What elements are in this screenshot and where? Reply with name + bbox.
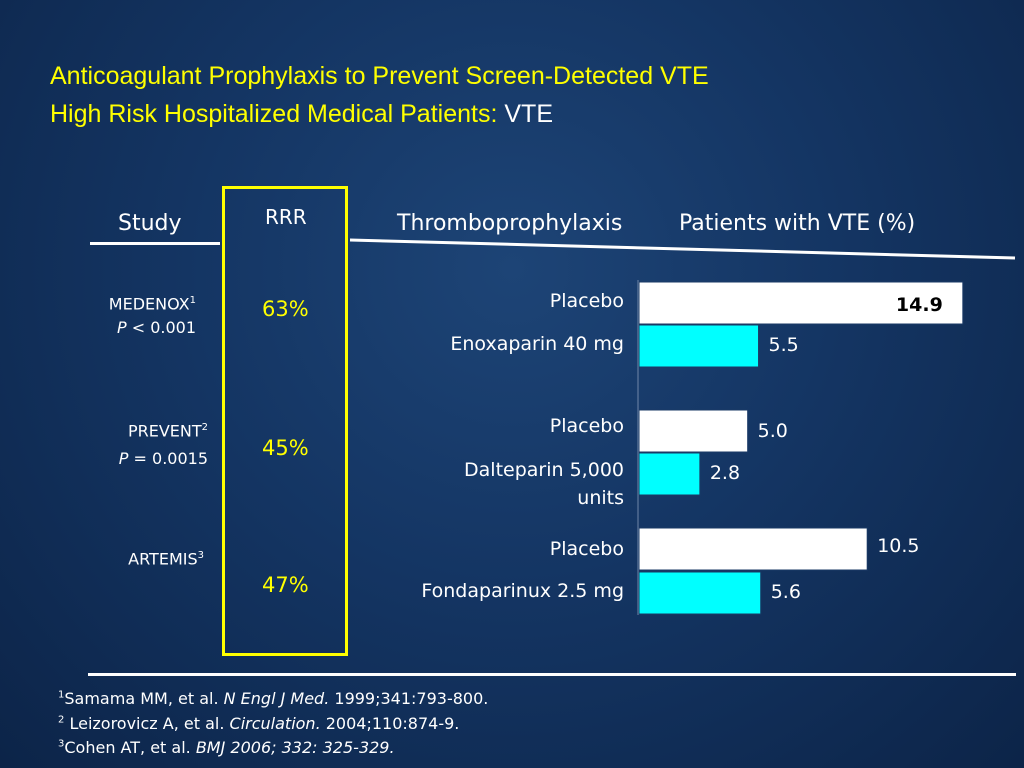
bar-label-artemis-placebo: Placebo — [549, 538, 624, 560]
rrr-value-artemis: 47% — [262, 573, 309, 597]
header-study: Study — [118, 211, 182, 236]
footer-rule — [88, 673, 1016, 676]
rrr-value-medenox: 63% — [262, 297, 309, 321]
header-thromboprophylaxis: Thromboprophylaxis — [397, 211, 623, 236]
bar-fondaparinux — [638, 571, 762, 615]
bar-label-dalteparin: Dalteparin 5,000 units — [464, 459, 624, 509]
bar-value-artemis-placebo: 10.5 — [877, 535, 919, 557]
bar-value-dalteparin: 2.8 — [710, 462, 740, 484]
bar-artemis-placebo — [638, 527, 868, 571]
title-line-2-yellow: High Risk Hospitalized Medical Patients: — [50, 100, 498, 128]
reference-3: 3Cohen AT, et al. BMJ 2006; 332: 325-329… — [58, 738, 395, 757]
header-patients-vte: Patients with VTE (%) — [679, 211, 916, 236]
study-prevent-name: PREVENT2 — [127, 421, 208, 441]
bar-label-fondaparinux: Fondaparinux 2.5 mg — [421, 580, 624, 602]
bar-dalteparin — [638, 452, 701, 496]
title-line-2: High Risk Hospitalized Medical Patients:… — [50, 100, 553, 129]
rrr-box — [222, 186, 348, 656]
study-prevent: PREVENT2 P = 0.0015 — [119, 416, 208, 471]
bar-value-medenox-placebo: 14.9 — [896, 294, 943, 316]
bar-label-prevent-placebo: Placebo — [549, 415, 624, 437]
study-medenox-p: P < 0.001 — [116, 318, 196, 338]
reference-1: 1Samama MM, et al. N Engl J Med. 1999;34… — [58, 689, 489, 708]
study-medenox: MEDENOX1 P < 0.001 — [109, 289, 196, 340]
bar-medenox-placebo — [638, 281, 964, 325]
bar-label-medenox-placebo: Placebo — [549, 290, 624, 312]
reference-2: 2 Leizorovicz A, et al. Circulation. 200… — [58, 714, 460, 733]
study-artemis-name: ARTEMIS3 — [128, 549, 204, 569]
bar-label-enoxaparin: Enoxaparin 40 mg — [450, 333, 624, 355]
study-prevent-p: P = 0.0015 — [118, 449, 208, 469]
bar-prevent-placebo — [638, 409, 749, 453]
bar-value-prevent-placebo: 5.0 — [758, 420, 788, 442]
title-line-2-white: VTE — [504, 100, 553, 128]
rrr-value-prevent: 45% — [262, 436, 309, 460]
study-medenox-name: MEDENOX1 — [108, 294, 196, 314]
bar-value-enoxaparin: 5.5 — [769, 334, 799, 356]
bar-value-fondaparinux: 5.6 — [771, 581, 801, 603]
title-line-1: Anticoagulant Prophylaxis to Prevent Scr… — [50, 62, 709, 90]
bar-enoxaparin — [638, 324, 760, 368]
header-rule-right — [350, 238, 1016, 260]
header-rule-left — [90, 242, 220, 245]
header-rrr: RRR — [265, 205, 307, 229]
study-artemis: ARTEMIS3 — [128, 544, 204, 571]
